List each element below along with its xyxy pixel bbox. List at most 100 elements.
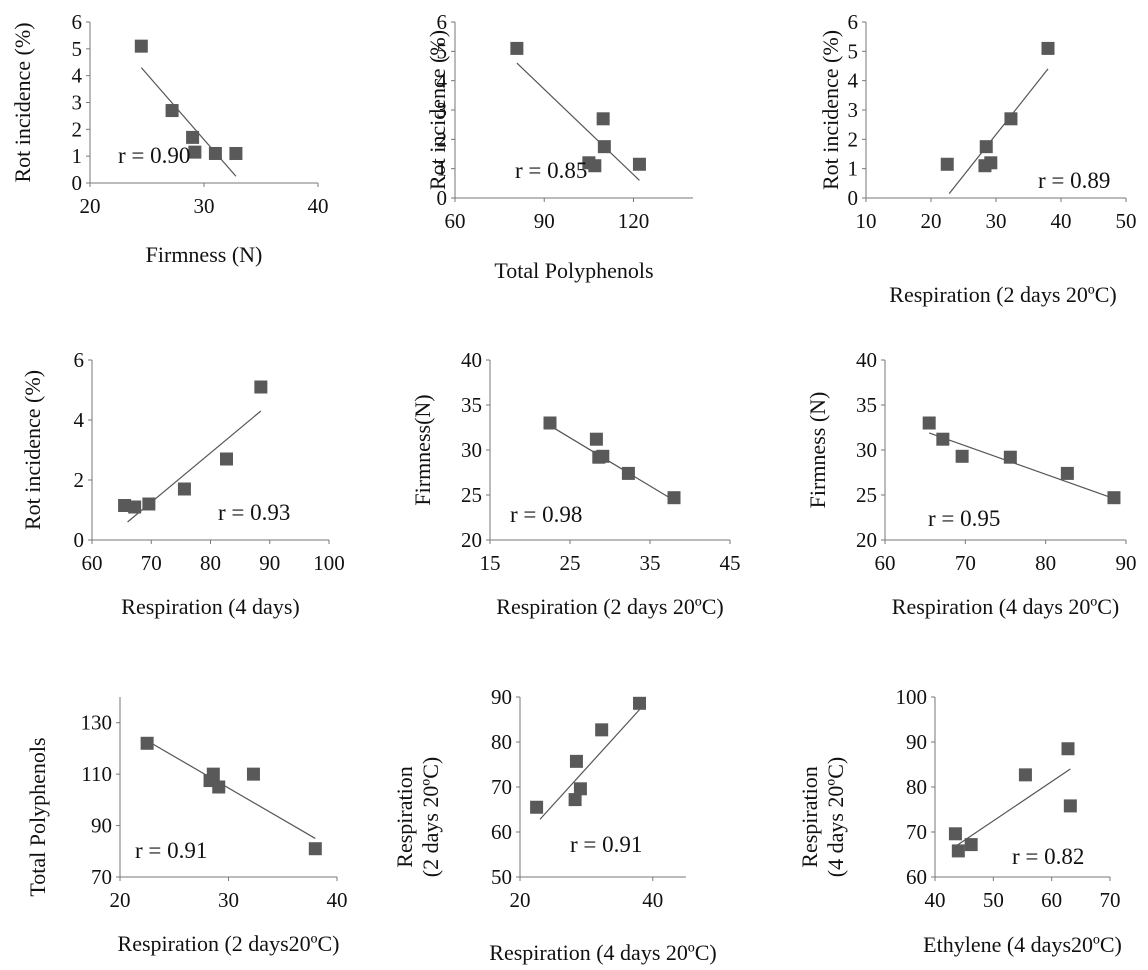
y-tick-label: 4	[848, 69, 859, 93]
data-point	[128, 500, 142, 514]
x-tick-label: 30	[218, 888, 239, 912]
x-axis-label: Respiration (4 days 20ºC)	[892, 594, 1119, 619]
data-point	[188, 145, 202, 159]
trendline	[549, 425, 675, 501]
y-tick-label: 3	[848, 98, 859, 122]
y-axis-label: Respiration	[797, 766, 822, 867]
x-axis-label: Respiration (2 days 20ºC)	[889, 282, 1116, 307]
scatter-panel-4: 0 2 4 6 60 70 80 90 100 r = 0.93 Respiration (4 da…	[20, 348, 345, 619]
data-point	[134, 39, 148, 53]
x-tick-label: 60	[445, 209, 466, 233]
data-point	[596, 449, 610, 463]
x-tick-label: 30	[986, 209, 1007, 233]
x-tick-label: 20	[110, 888, 131, 912]
y-tick-label: 70	[491, 775, 512, 799]
y-tick-label: 3	[72, 91, 83, 115]
x-axis-label: Firmness (N)	[146, 242, 263, 267]
data-point	[940, 157, 954, 171]
data-point	[254, 380, 268, 394]
y-tick-label: 5	[848, 39, 859, 63]
x-axis-label: Ethylene (4 days20ºC)	[923, 932, 1122, 957]
y-tick-label: 60	[491, 820, 512, 844]
scatter-panel-2: 0 1 2 3 4 5 6 60 90 120 r = 0.85 Total Polyphenols R…	[425, 10, 693, 283]
correlation-annotation: r = 0.95	[928, 506, 1000, 531]
data-point	[118, 499, 132, 512]
y-tick-label: 2	[72, 117, 83, 141]
y-axis-label: Rot incidence (%)	[425, 30, 450, 190]
x-tick-label: 10	[856, 209, 877, 233]
y-axis-label: (2 days 20ºC)	[418, 757, 443, 877]
x-tick-label: 120	[618, 209, 650, 233]
y-tick-label: 130	[81, 711, 113, 735]
correlation-annotation: r = 0.82	[1012, 844, 1084, 869]
y-tick-label: 30	[856, 438, 877, 462]
x-tick-label: 90	[1116, 551, 1137, 575]
data-point	[219, 452, 233, 466]
data-point	[543, 416, 557, 430]
y-tick-label: 80	[491, 730, 512, 754]
y-axis-label: Total Polyphenols	[25, 737, 50, 896]
scatter-panel-7: 70 90 110 130 20 30 40 r = 0.91 Respiration (2 d…	[25, 697, 348, 956]
x-tick-label: 70	[1100, 888, 1121, 912]
y-tick-label: 1	[848, 157, 859, 181]
y-tick-label: 40	[856, 348, 877, 372]
data-point	[568, 793, 582, 807]
data-point	[208, 146, 222, 160]
y-tick-label: 0	[72, 171, 83, 195]
y-tick-label: 70	[906, 820, 927, 844]
x-tick-label: 100	[313, 551, 345, 575]
trendline	[955, 768, 1071, 847]
y-tick-label: 1	[72, 144, 83, 168]
y-tick-label: 2	[848, 127, 859, 151]
correlation-annotation: r = 0.85	[515, 158, 587, 183]
x-tick-label: 90	[259, 551, 280, 575]
x-tick-label: 25	[560, 551, 581, 575]
data-point	[140, 736, 154, 750]
y-tick-label: 0	[74, 528, 85, 552]
x-tick-label: 40	[642, 888, 663, 912]
data-point	[246, 767, 260, 781]
data-point	[667, 491, 681, 505]
y-tick-label: 110	[81, 762, 112, 786]
y-tick-label: 6	[72, 10, 83, 34]
x-tick-label: 30	[194, 194, 215, 218]
x-tick-label: 90	[534, 209, 555, 233]
y-tick-label: 6	[74, 348, 85, 372]
data-point	[955, 449, 969, 463]
data-point	[589, 432, 603, 446]
y-tick-label: 90	[91, 814, 112, 838]
data-point	[530, 800, 544, 814]
y-axis-label: Rot incidence (%)	[20, 370, 45, 530]
data-point	[1003, 450, 1017, 464]
scatter-panel-9: 60 70 80 90 100 40 50 60 70 r = 0.82 Ethylene (4 d…	[797, 685, 1122, 957]
data-point	[142, 497, 156, 511]
y-tick-label: 80	[906, 775, 927, 799]
scatter-panel-5: 20 25 30 35 40 15 25 35 45 r = 0.98 Respiration (2…	[410, 348, 741, 619]
scatter-panel-3: 0 1 2 3 4 5 6 10 20 30 40 50r = 0.89 Respiration (2 …	[818, 10, 1137, 307]
trendline	[928, 432, 1115, 500]
data-point	[936, 432, 950, 446]
x-axis-label: Respiration (4 days 20ºC)	[489, 940, 716, 965]
x-tick-label: 70	[141, 551, 162, 575]
x-tick-label: 35	[640, 551, 661, 575]
y-tick-label: 4	[74, 408, 85, 432]
y-tick-label: 35	[856, 393, 877, 417]
data-point	[922, 416, 936, 430]
x-tick-label: 60	[1041, 888, 1062, 912]
y-tick-label: 60	[906, 865, 927, 889]
y-tick-label: 2	[437, 127, 448, 151]
y-tick-label: 25	[461, 483, 482, 507]
x-tick-label: 15	[480, 551, 501, 575]
trendline	[146, 740, 316, 839]
y-axis-label: Respiration	[392, 766, 417, 867]
x-tick-label: 20	[510, 888, 531, 912]
y-tick-label: 0	[848, 186, 859, 210]
data-point	[597, 140, 611, 154]
y-axis-label: Firmness(N)	[410, 394, 435, 505]
data-point	[1063, 799, 1077, 813]
data-point	[632, 157, 646, 171]
x-axis-label: Total Polyphenols	[494, 258, 653, 283]
data-point	[964, 838, 978, 852]
